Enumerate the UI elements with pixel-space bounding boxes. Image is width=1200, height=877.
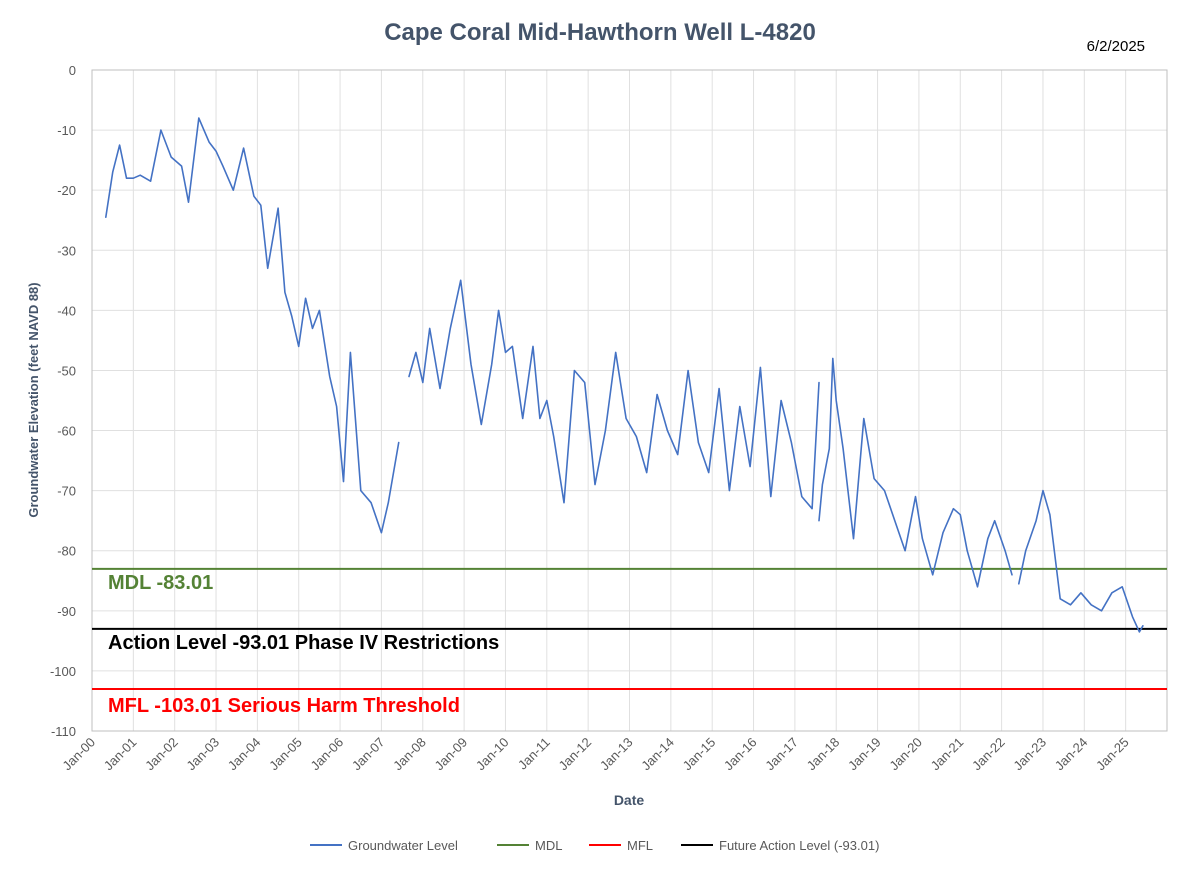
x-tick-label: Jan-04	[225, 735, 264, 774]
legend-label: MFL	[627, 838, 653, 853]
legend: Groundwater Level MDL MFL Future Action Lev…	[310, 838, 879, 853]
x-tick-label: Jan-11	[515, 735, 553, 773]
x-tick-label: Jan-21	[928, 735, 967, 774]
x-tick-label: Jan-15	[680, 735, 719, 774]
x-tick-label: Jan-05	[266, 735, 305, 774]
x-tick-label: Jan-17	[762, 735, 801, 774]
reference-lines	[92, 567, 1167, 690]
reference-annotation: MDL -83.01	[108, 572, 213, 594]
x-tick-label: Jan-14	[638, 735, 677, 774]
y-axis-label: Groundwater Elevation (feet NAVD 88)	[26, 282, 41, 517]
groundwater-level-series	[105, 117, 1144, 633]
x-tick-label: Jan-03	[183, 735, 222, 774]
x-tick-label: Jan-18	[804, 735, 843, 774]
y-tick-label: -20	[57, 183, 76, 198]
legend-item: MDL	[497, 838, 562, 853]
legend-item: Future Action Level (-93.01)	[681, 838, 879, 853]
x-tick-label: Jan-07	[349, 735, 388, 774]
groundwater-line-segment	[818, 357, 1013, 588]
y-tick-label: -40	[57, 303, 76, 318]
legend-item: Groundwater Level	[310, 838, 458, 853]
x-tick-label: Jan-10	[473, 735, 512, 774]
y-tick-label: -10	[57, 123, 76, 138]
legend-label: MDL	[535, 838, 562, 853]
reference-annotation: Action Level -93.01 Phase IV Restriction…	[108, 632, 499, 654]
x-tick-label: Jan-22	[969, 735, 1008, 774]
x-tick-label: Jan-02	[142, 735, 181, 774]
plot-area-border	[91, 69, 1168, 732]
y-tick-label: -50	[57, 363, 76, 378]
x-tick-label: Jan-00	[59, 735, 98, 774]
y-tick-label: -100	[50, 664, 76, 679]
x-tick-label: Jan-16	[721, 735, 760, 774]
x-tick-label: Jan-09	[432, 735, 471, 774]
legend-label: Groundwater Level	[348, 838, 458, 853]
reference-annotation: MFL -103.01 Serious Harm Threshold	[108, 695, 460, 717]
y-tick-label: -90	[57, 604, 76, 619]
groundwater-line-segment	[408, 279, 820, 510]
x-tick-label: Jan-01	[101, 735, 140, 774]
x-tick-label: Jan-08	[390, 735, 429, 774]
groundwater-line-segment	[105, 117, 400, 534]
x-tick-label: Jan-13	[597, 735, 636, 774]
y-tick-label: -60	[57, 424, 76, 439]
y-tick-label: 0	[69, 63, 76, 78]
x-tick-label: Jan-23	[1010, 735, 1049, 774]
legend-label: Future Action Level (-93.01)	[719, 838, 879, 853]
y-tick-label: -70	[57, 484, 76, 499]
chart-date-label: 6/2/2025	[1087, 38, 1145, 55]
x-tick-label: Jan-24	[1052, 735, 1091, 774]
groundwater-line-segment	[1017, 489, 1144, 633]
x-tick-label: Jan-20	[886, 735, 925, 774]
reference-annotations: MDL -83.01 Action Level -93.01 Phase IV R…	[108, 572, 499, 717]
y-tick-label: -30	[57, 243, 76, 258]
y-tick-label: -80	[57, 544, 76, 559]
chart-title: Cape Coral Mid-Hawthorn Well L-4820	[384, 19, 816, 46]
y-tick-label: -110	[51, 724, 76, 739]
y-axis-ticks: 0 -10 -20 -30 -40 -50 -60 -70 -80 -90 -100 -110	[50, 63, 76, 739]
x-tick-label: Jan-25	[1093, 735, 1132, 774]
legend-item: MFL	[589, 838, 653, 853]
x-tick-label: Jan-19	[845, 735, 884, 774]
x-axis-ticks: Jan-00 Jan-01 Jan-02 Jan-03 Jan-04 Jan-05 Jan-…	[59, 735, 1131, 774]
x-tick-label: Jan-06	[307, 735, 346, 774]
x-axis-label: Date	[614, 792, 645, 808]
x-tick-label: Jan-12	[556, 735, 595, 774]
